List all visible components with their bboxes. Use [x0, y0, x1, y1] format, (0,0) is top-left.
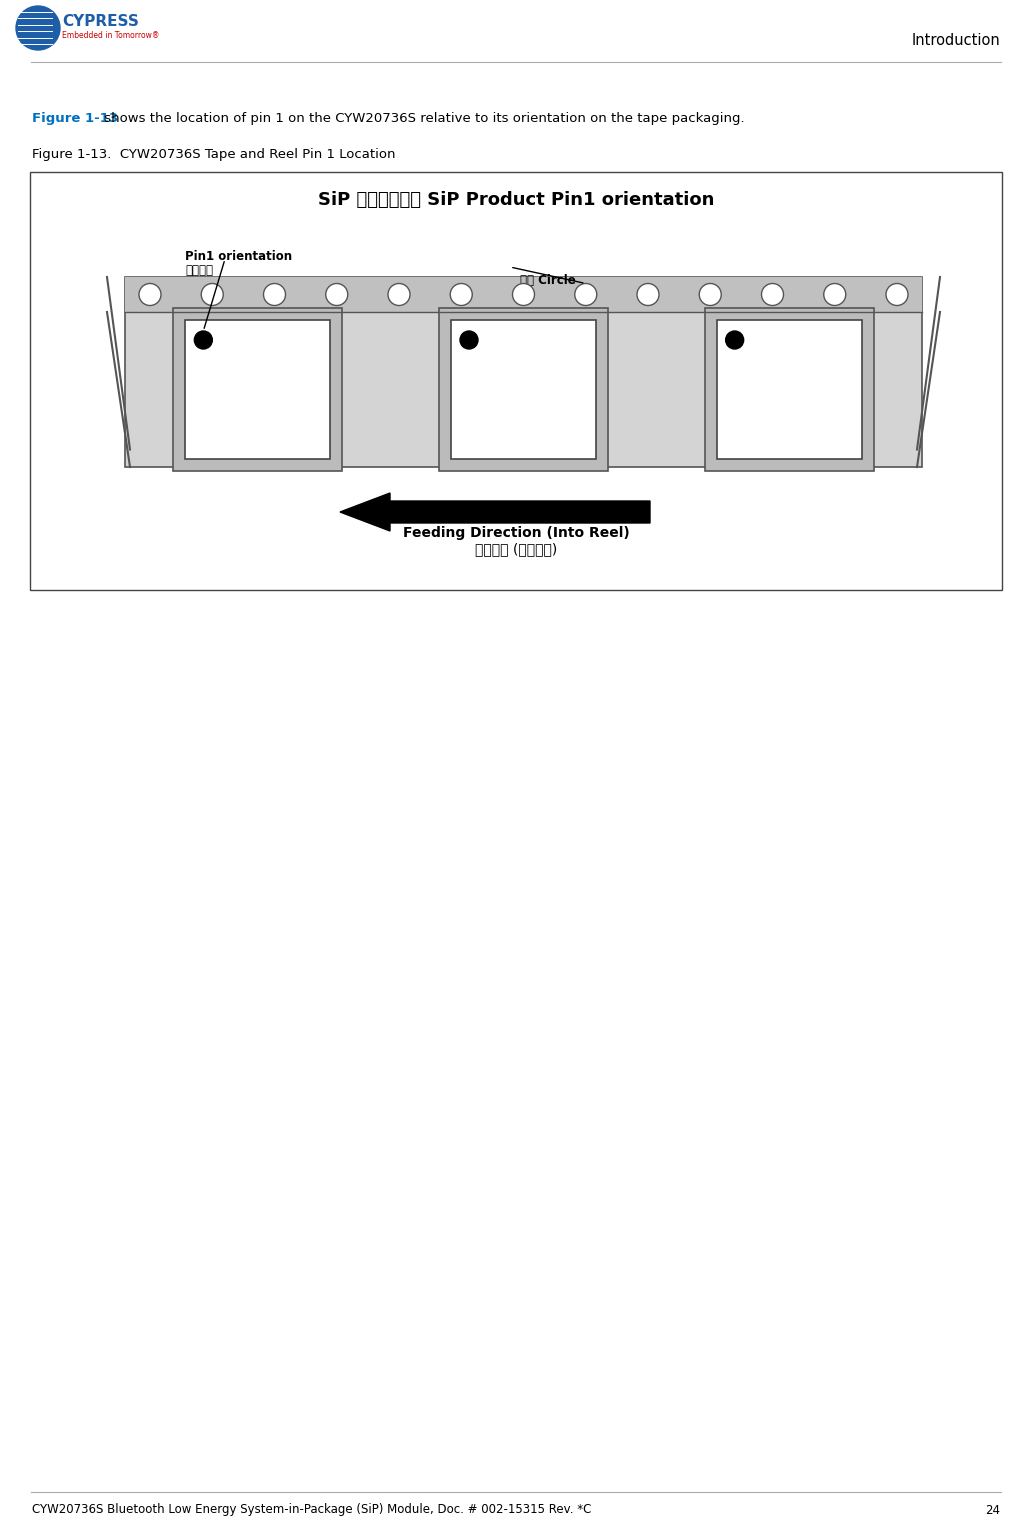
FancyArrow shape: [340, 492, 650, 531]
Circle shape: [575, 284, 596, 305]
Circle shape: [460, 331, 478, 350]
Text: Pin1 orientation: Pin1 orientation: [185, 250, 292, 262]
Text: Feeding Direction (Into Reel): Feeding Direction (Into Reel): [402, 526, 630, 540]
Circle shape: [886, 284, 908, 305]
Circle shape: [139, 284, 161, 305]
Circle shape: [762, 284, 783, 305]
Text: Figure 1-13: Figure 1-13: [32, 112, 118, 124]
Circle shape: [725, 331, 744, 350]
Text: 極性方向: 極性方向: [185, 264, 213, 278]
Bar: [439, 308, 608, 471]
Text: shows the location of pin 1 on the CYW20736S relative to its orientation on the : shows the location of pin 1 on the CYW20…: [100, 112, 745, 124]
Circle shape: [824, 284, 846, 305]
Text: 24: 24: [985, 1503, 1000, 1517]
Circle shape: [450, 284, 473, 305]
Bar: [173, 308, 343, 471]
Text: Figure 1-13.  CYW20736S Tape and Reel Pin 1 Location: Figure 1-13. CYW20736S Tape and Reel Pin…: [32, 147, 395, 161]
Circle shape: [700, 284, 721, 305]
Circle shape: [17, 6, 60, 51]
Text: 捲帶方向 (進入捲軸): 捲帶方向 (進入捲軸): [475, 542, 557, 555]
Bar: [125, 278, 922, 311]
Circle shape: [388, 284, 410, 305]
Bar: [30, 172, 1002, 591]
Circle shape: [263, 284, 286, 305]
Bar: [451, 321, 596, 459]
Bar: [705, 308, 874, 471]
Circle shape: [637, 284, 659, 305]
Bar: [716, 321, 862, 459]
Text: SiP 產品極性方向 SiP Product Pin1 orientation: SiP 產品極性方向 SiP Product Pin1 orientation: [318, 192, 714, 209]
Bar: [125, 278, 922, 466]
Text: CYPRESS: CYPRESS: [62, 14, 139, 29]
Circle shape: [326, 284, 348, 305]
Circle shape: [201, 284, 223, 305]
Circle shape: [513, 284, 535, 305]
Circle shape: [194, 331, 213, 350]
Bar: [186, 321, 330, 459]
Text: 圓孔 Circle: 圓孔 Circle: [520, 275, 576, 287]
Text: CYW20736S Bluetooth Low Energy System-in-Package (SiP) Module, Doc. # 002-15315 : CYW20736S Bluetooth Low Energy System-in…: [32, 1503, 591, 1517]
Text: Introduction: Introduction: [911, 34, 1000, 48]
Text: Embedded in Tomorrow®: Embedded in Tomorrow®: [62, 32, 159, 40]
